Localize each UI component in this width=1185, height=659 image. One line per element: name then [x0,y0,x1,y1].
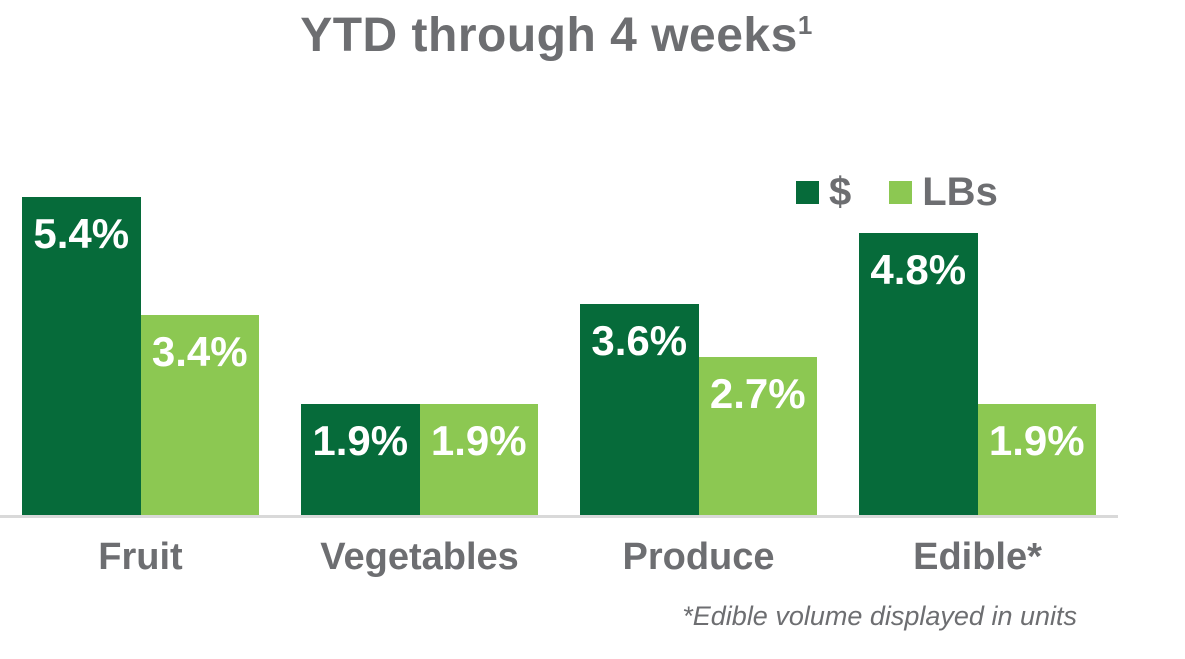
bar-value-label-lbs-edible: 1.9% [988,417,1085,464]
x-axis-label-vegetables: Vegetables [320,536,519,578]
bar-lbs-produce: 2.7% [698,357,817,516]
chart-title-superscript: 1 [797,10,813,40]
bar-value-label-lbs-vegetables: 1.9% [430,417,527,464]
bar-dollars-vegetables: 1.9% [301,404,420,516]
bar-group-edible: 4.8% 1.9% [859,0,1096,516]
bar-value-label-dollars-vegetables: 1.9% [312,417,409,464]
bar-group-produce: 3.6% 2.7% [580,0,817,516]
legend-item-dollars: $ [796,172,851,212]
bar-value-label-lbs-produce: 2.7% [709,370,806,417]
bar-value-label-dollars-produce: 3.6% [591,317,688,364]
plot-area: 5.4% 3.4% 1.9% 1.9% 3.6% 2.7% 4.8% 1.9% [22,0,1096,516]
legend: $ LBs [796,172,998,212]
bar-value-label-lbs-fruit: 3.4% [151,328,248,375]
x-axis-baseline [0,515,1118,518]
bar-dollars-edible: 4.8% [859,233,978,516]
chart-title-text: YTD through 4 weeks [300,9,798,62]
x-axis-label-edible: Edible* [913,536,1042,578]
bar-dollars-fruit: 5.4% [22,197,141,516]
bar-group-vegetables: 1.9% 1.9% [301,0,538,516]
chart-title: YTD through 4 weeks1 [0,8,1113,63]
dollars-swatch-icon [796,180,819,204]
lbs-swatch-icon [889,180,913,204]
bar-value-label-dollars-fruit: 5.4% [33,210,130,257]
legend-label-dollars: $ [829,170,852,214]
footnote: *Edible volume displayed in units [682,601,1077,631]
x-axis-label-produce: Produce [622,536,775,578]
bar-lbs-vegetables: 1.9% [419,404,538,516]
bar-value-label-dollars-edible: 4.8% [870,246,967,293]
x-axis-labels: Fruit Vegetables Produce Edible* [22,536,1096,579]
bar-group-fruit: 5.4% 3.4% [22,0,259,516]
legend-item-lbs: LBs [889,172,998,212]
x-axis-label-fruit: Fruit [98,536,183,578]
bar-lbs-edible: 1.9% [977,404,1096,516]
bar-dollars-produce: 3.6% [580,304,699,516]
bar-lbs-fruit: 3.4% [140,315,259,516]
legend-label-lbs: LBs [922,170,998,214]
